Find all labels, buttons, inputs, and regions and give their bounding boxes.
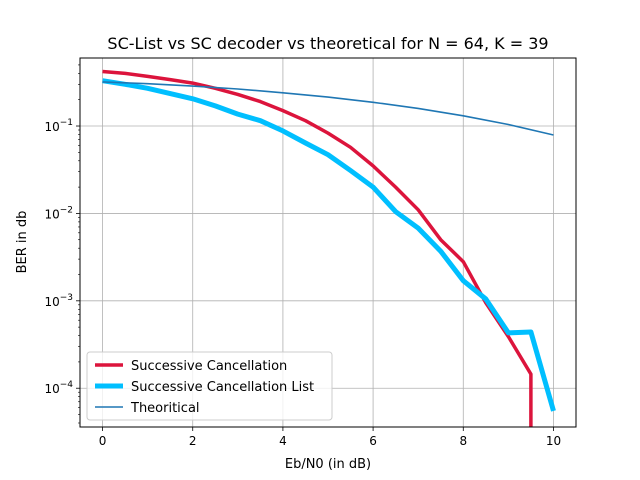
plot-frame bbox=[79, 57, 577, 428]
x-axis: 0 2 4 6 8 10 bbox=[99, 427, 561, 448]
x-axis-label: Eb/N0 (in dB) bbox=[285, 457, 371, 472]
y-axis-label: BER in db bbox=[15, 211, 30, 274]
y-tick-label: 10−4 bbox=[44, 380, 73, 396]
y-tick-label: 10−3 bbox=[44, 293, 73, 309]
legend-label: Theoritical bbox=[130, 401, 200, 416]
x-tick-label: 0 bbox=[99, 434, 107, 448]
y-tick-label: 10−1 bbox=[44, 118, 73, 134]
series-lines bbox=[102, 69, 556, 427]
chart-title: SC-List vs SC decoder vs theoretical for… bbox=[107, 34, 548, 53]
series-line-1 bbox=[102, 69, 533, 427]
x-tick-label: 4 bbox=[279, 434, 287, 448]
y-axis: 10−4 10−3 10−2 10−1 bbox=[44, 64, 80, 424]
x-tick-label: 10 bbox=[546, 434, 561, 448]
legend-label: Successive Cancellation List bbox=[131, 380, 314, 395]
series-line-2 bbox=[102, 78, 556, 412]
x-tick-label: 8 bbox=[459, 434, 467, 448]
legend-box bbox=[86, 351, 333, 421]
x-tick-label: 2 bbox=[189, 434, 197, 448]
x-tick-label: 6 bbox=[369, 434, 377, 448]
legend-label: Successive Cancellation bbox=[131, 359, 287, 374]
legend: Successive Cancellation Successive Cancel… bbox=[86, 351, 333, 421]
y-tick-label: 10−2 bbox=[44, 205, 73, 221]
series-line-3 bbox=[102, 81, 554, 136]
